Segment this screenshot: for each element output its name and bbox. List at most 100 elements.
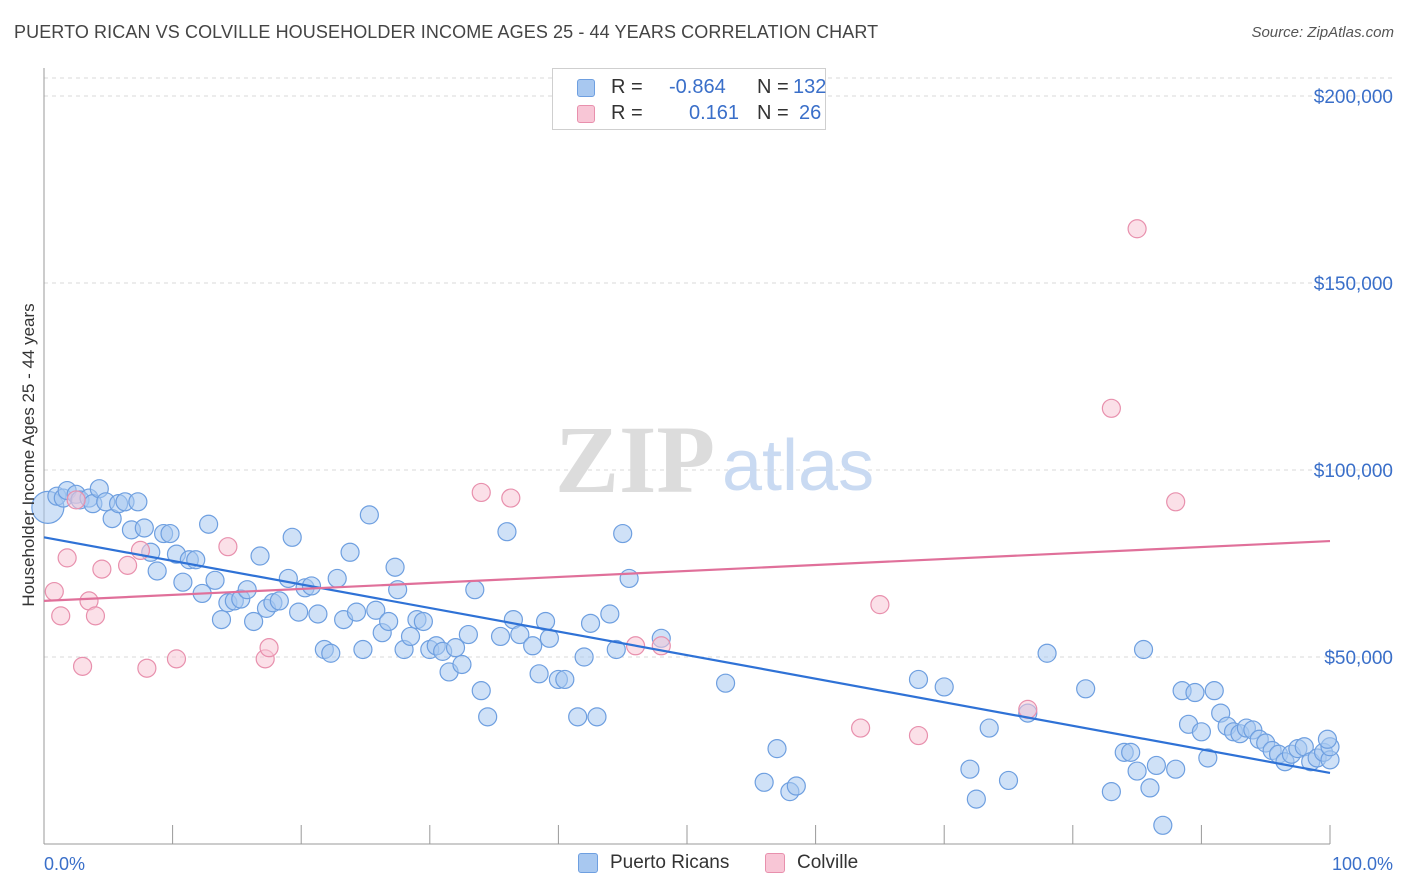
pr-point <box>998 770 1019 791</box>
pr-point <box>1146 755 1166 776</box>
colville-point <box>72 656 93 676</box>
pr-point <box>471 681 491 701</box>
y-tick-label: $100,000 <box>1314 461 1393 482</box>
pr-point <box>308 604 328 624</box>
axes <box>43 68 1331 845</box>
pr-point <box>400 626 421 647</box>
pr-point <box>413 611 433 632</box>
pr-point <box>490 626 511 647</box>
legend-r-value: 0.161 <box>689 102 740 124</box>
legend-n-label: N = <box>757 76 789 98</box>
pr-point <box>523 636 543 656</box>
pr-point <box>1185 682 1205 703</box>
y-tick-label: $150,000 <box>1314 274 1393 295</box>
pr-point <box>366 600 386 620</box>
pr-point <box>715 673 736 693</box>
pr-point <box>934 677 954 697</box>
pr-point <box>147 561 167 581</box>
watermark-atlas: atlas <box>722 426 874 506</box>
source-label: Source: ZipAtlas.com <box>1251 24 1394 41</box>
pr-point <box>960 759 980 779</box>
colville-point <box>908 725 929 746</box>
pr-point <box>529 664 549 684</box>
pr-point <box>908 669 929 690</box>
pr-point <box>1133 639 1154 660</box>
colville-point <box>1166 492 1186 512</box>
pr-point <box>282 527 302 547</box>
legend-r-label: R = <box>611 102 643 124</box>
pr-point <box>244 611 264 632</box>
pr-point <box>767 739 787 759</box>
pr-point <box>205 570 225 590</box>
pr-point <box>478 707 498 727</box>
pr-point <box>346 602 367 622</box>
pr-point <box>587 707 607 727</box>
pr-point <box>1191 722 1212 742</box>
legend-label: Colville <box>797 852 859 873</box>
pr-point <box>966 789 986 809</box>
pr-point <box>1037 643 1057 663</box>
pr-point <box>1198 748 1218 768</box>
pr-point <box>173 572 193 592</box>
colville-trend-line <box>43 539 1331 602</box>
pr-point <box>613 523 633 544</box>
colville-point <box>471 482 491 503</box>
colville-points <box>44 219 1186 746</box>
pr-point <box>340 542 360 562</box>
colville-point <box>51 606 71 626</box>
chart-title: PUERTO RICAN VS COLVILLE HOUSEHOLDER INC… <box>14 22 879 42</box>
pr-point <box>580 613 601 633</box>
colville-point <box>1101 398 1121 418</box>
pr-point <box>134 518 154 538</box>
pr-point <box>128 492 148 512</box>
colville-point <box>166 649 187 669</box>
pr-point <box>1204 681 1224 701</box>
colville-point <box>501 488 521 508</box>
y-axis-label: Householder Income Ages 25 - 44 years <box>19 303 38 606</box>
pr-point <box>1317 729 1338 749</box>
legend-n-value: 132 <box>793 76 827 98</box>
pr-point <box>385 557 405 577</box>
pr-point <box>458 624 478 645</box>
pr-point <box>160 523 180 544</box>
pr-point <box>786 776 806 796</box>
pr-point <box>497 522 517 542</box>
pr-point <box>754 772 774 792</box>
colville-point <box>57 548 77 568</box>
pr-point <box>465 580 485 600</box>
colville-point <box>44 581 64 602</box>
pr-point <box>237 580 257 600</box>
pr-point <box>445 638 466 658</box>
colville-point <box>66 490 86 510</box>
y-tick-label: $200,000 <box>1314 87 1393 108</box>
correlation-legend: R = -0.864 N = 132 R = 0.161 N = 26 <box>552 68 826 130</box>
colville-point <box>851 718 871 738</box>
pr-point <box>289 602 309 622</box>
colville-point <box>1127 219 1147 239</box>
pr-point <box>1140 778 1160 798</box>
colville-point <box>85 606 106 626</box>
pr-point <box>452 654 472 675</box>
pr-point <box>278 568 298 589</box>
pr-point <box>269 591 289 611</box>
legend-swatch-blue <box>578 853 598 873</box>
pr-point <box>359 505 379 525</box>
pr-point <box>1076 679 1096 699</box>
colville-point <box>92 559 112 579</box>
legend-swatch-blue <box>577 79 595 97</box>
pr-point <box>574 647 594 667</box>
trend-lines <box>43 536 1331 775</box>
pr-point <box>327 568 347 589</box>
colville-point <box>137 658 157 678</box>
tick-labels: $50,000 $100,000 $150,000 $200,000 0.0% 100.0… <box>44 87 1393 874</box>
legend-r-value: -0.864 <box>669 76 726 98</box>
pr-point <box>555 669 575 690</box>
puerto-rican-trend-line <box>43 536 1331 775</box>
pr-point <box>353 639 373 660</box>
pr-point <box>250 546 270 566</box>
colville-point <box>259 638 279 658</box>
pr-point <box>1153 815 1173 835</box>
x-tick-label: 100.0% <box>1332 854 1393 874</box>
legend-label: Puerto Ricans <box>610 852 730 873</box>
